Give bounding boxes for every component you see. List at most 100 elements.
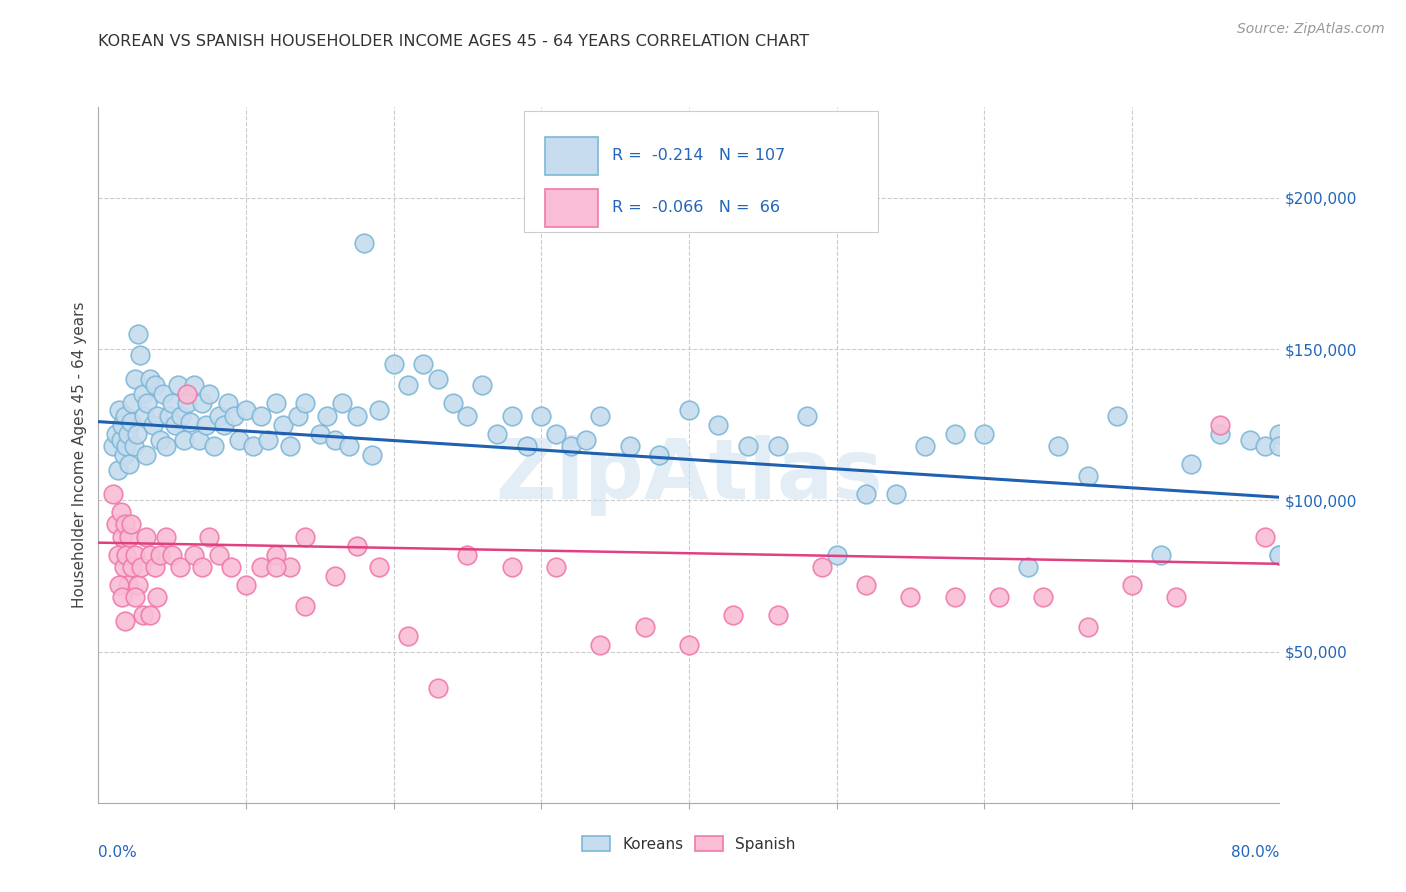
Point: [121, 559, 143, 574]
Point: [162, 396, 183, 410]
Point: [1017, 559, 1039, 574]
Point: [810, 559, 832, 574]
Point: [105, 517, 128, 532]
Text: ZipAtlas: ZipAtlas: [495, 435, 883, 516]
Point: [1032, 590, 1054, 604]
Point: [149, 548, 172, 562]
Point: [309, 426, 332, 441]
Point: [323, 569, 346, 583]
Point: [1180, 457, 1202, 471]
Point: [441, 396, 464, 410]
Point: [108, 402, 131, 417]
Point: [737, 439, 759, 453]
Point: [217, 396, 239, 410]
Point: [412, 357, 434, 371]
Point: [766, 439, 789, 453]
Point: [1254, 530, 1277, 544]
Point: [1209, 426, 1232, 441]
Point: [120, 415, 142, 429]
Point: [169, 559, 191, 574]
Point: [796, 409, 818, 423]
Point: [900, 590, 922, 604]
Point: [257, 433, 280, 447]
Point: [152, 387, 174, 401]
Point: [544, 426, 567, 441]
Point: [114, 517, 136, 532]
Point: [212, 417, 235, 432]
Point: [1209, 417, 1232, 432]
Point: [208, 548, 231, 562]
Point: [115, 439, 138, 453]
Point: [139, 372, 162, 386]
Point: [143, 559, 166, 574]
FancyBboxPatch shape: [546, 136, 598, 175]
Point: [170, 409, 193, 423]
Point: [235, 578, 257, 592]
Point: [103, 439, 125, 453]
Point: [271, 417, 294, 432]
Point: [165, 417, 187, 432]
Point: [107, 548, 129, 562]
Point: [396, 629, 419, 643]
Point: [118, 530, 141, 544]
Point: [125, 426, 148, 441]
Point: [264, 548, 287, 562]
Point: [242, 439, 264, 453]
Point: [1239, 433, 1261, 447]
Point: [427, 681, 450, 695]
Point: [111, 417, 134, 432]
Point: [146, 590, 169, 604]
Point: [619, 439, 641, 453]
Point: [202, 439, 225, 453]
Point: [648, 448, 671, 462]
Point: [134, 409, 156, 423]
Point: [382, 357, 405, 371]
Point: [1268, 439, 1291, 453]
Point: [107, 463, 129, 477]
Point: [589, 409, 612, 423]
Point: [1254, 439, 1277, 453]
Point: [589, 639, 612, 653]
Point: [914, 439, 936, 453]
Text: Source: ZipAtlas.com: Source: ZipAtlas.com: [1237, 22, 1385, 37]
Point: [224, 409, 246, 423]
Point: [721, 608, 744, 623]
Point: [187, 433, 209, 447]
Point: [456, 548, 478, 562]
Point: [136, 396, 159, 410]
Point: [121, 396, 143, 410]
Point: [139, 608, 162, 623]
Point: [884, 487, 907, 501]
Point: [501, 409, 523, 423]
Point: [128, 348, 150, 362]
Point: [157, 409, 180, 423]
Point: [486, 426, 509, 441]
Point: [120, 517, 142, 532]
Point: [530, 409, 553, 423]
Point: [183, 378, 205, 392]
Point: [132, 387, 155, 401]
Point: [1268, 548, 1291, 562]
Point: [198, 387, 221, 401]
FancyBboxPatch shape: [523, 111, 877, 232]
Point: [183, 548, 205, 562]
Point: [127, 578, 149, 592]
Text: R =  -0.066   N =  66: R = -0.066 N = 66: [612, 201, 780, 216]
Point: [515, 439, 537, 453]
Point: [191, 396, 214, 410]
Point: [235, 402, 257, 417]
Point: [1268, 426, 1291, 441]
Point: [191, 559, 214, 574]
Point: [122, 439, 145, 453]
Point: [219, 559, 242, 574]
Point: [1121, 578, 1143, 592]
Point: [427, 372, 450, 386]
Point: [112, 559, 135, 574]
Point: [633, 620, 655, 634]
Point: [1077, 620, 1099, 634]
Point: [142, 417, 165, 432]
Point: [396, 378, 419, 392]
Point: [162, 548, 183, 562]
Text: KOREAN VS SPANISH HOUSEHOLDER INCOME AGES 45 - 64 YEARS CORRELATION CHART: KOREAN VS SPANISH HOUSEHOLDER INCOME AGE…: [98, 34, 810, 49]
Point: [195, 417, 218, 432]
